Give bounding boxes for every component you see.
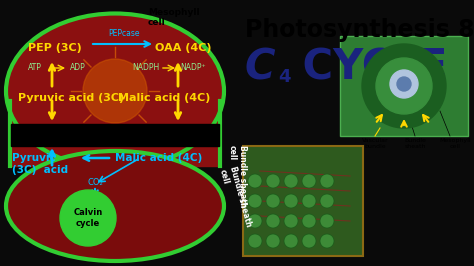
Text: Mesophyll
cell: Mesophyll cell <box>148 8 200 27</box>
Bar <box>11 124 219 146</box>
Text: NADP⁺: NADP⁺ <box>180 64 206 73</box>
Text: NADPH: NADPH <box>132 64 159 73</box>
Circle shape <box>320 194 334 208</box>
Circle shape <box>397 77 411 91</box>
Circle shape <box>284 234 298 248</box>
Circle shape <box>376 58 432 114</box>
Text: Pyruvic: Pyruvic <box>12 153 56 163</box>
FancyBboxPatch shape <box>243 146 363 256</box>
Text: ADP: ADP <box>70 64 86 73</box>
Circle shape <box>284 174 298 188</box>
Circle shape <box>302 214 316 228</box>
Bar <box>10 101 220 166</box>
Text: Bundle sheath
cell: Bundle sheath cell <box>228 145 247 207</box>
Circle shape <box>248 194 262 208</box>
Text: ATP: ATP <box>28 64 42 73</box>
Text: PEPcase: PEPcase <box>108 29 139 38</box>
Text: OAA (4C): OAA (4C) <box>155 43 211 53</box>
Circle shape <box>284 214 298 228</box>
Text: Photosynthesis 8: Photosynthesis 8 <box>245 18 474 42</box>
Text: 4: 4 <box>278 68 291 86</box>
FancyBboxPatch shape <box>340 36 468 136</box>
Text: C: C <box>245 46 275 88</box>
Text: Calvin
cycle: Calvin cycle <box>73 208 103 228</box>
Circle shape <box>266 214 280 228</box>
Circle shape <box>302 194 316 208</box>
Circle shape <box>266 194 280 208</box>
Circle shape <box>83 59 147 123</box>
Circle shape <box>320 214 334 228</box>
Text: CYCLE: CYCLE <box>288 46 447 88</box>
Text: Vascular
bundle: Vascular bundle <box>362 138 388 149</box>
Text: Malic acid (4C): Malic acid (4C) <box>118 93 210 103</box>
Ellipse shape <box>6 151 224 261</box>
Circle shape <box>248 174 262 188</box>
Circle shape <box>248 214 262 228</box>
Circle shape <box>390 70 418 98</box>
Text: Bundle
sheath: Bundle sheath <box>404 138 426 149</box>
Circle shape <box>320 174 334 188</box>
Text: Bundle sheath
cell: Bundle sheath cell <box>218 165 253 231</box>
Circle shape <box>266 234 280 248</box>
Text: PEP (3C): PEP (3C) <box>28 43 82 53</box>
Circle shape <box>362 44 446 128</box>
Text: Malic acid (4C): Malic acid (4C) <box>115 153 202 163</box>
Ellipse shape <box>6 14 224 168</box>
Text: CO₂: CO₂ <box>87 178 103 187</box>
Text: Pyruvic acid (3C): Pyruvic acid (3C) <box>18 93 124 103</box>
Circle shape <box>302 174 316 188</box>
Circle shape <box>248 234 262 248</box>
Circle shape <box>302 234 316 248</box>
Text: (3C)  acid: (3C) acid <box>12 165 68 175</box>
Circle shape <box>60 190 116 246</box>
Circle shape <box>320 234 334 248</box>
Circle shape <box>266 174 280 188</box>
Text: Mesophyll
cell: Mesophyll cell <box>439 138 471 149</box>
Circle shape <box>284 194 298 208</box>
